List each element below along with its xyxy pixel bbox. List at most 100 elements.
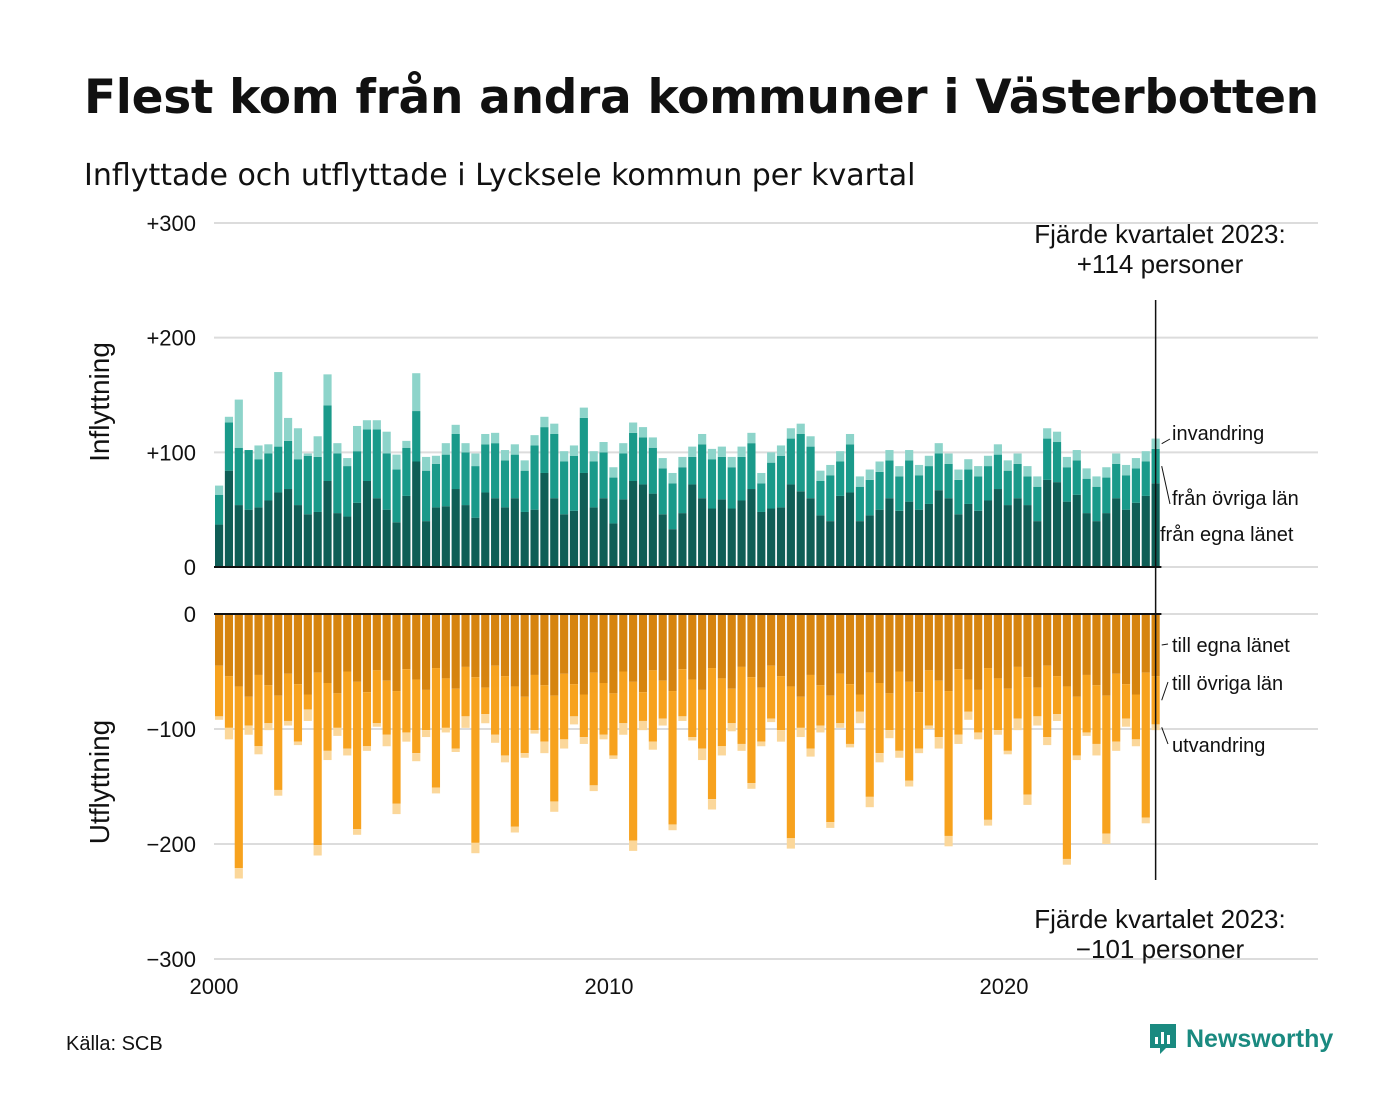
bar-out-emig [372, 723, 381, 727]
bar-out-own [905, 614, 914, 682]
bar-out-own [964, 614, 973, 680]
bar-in-other [244, 450, 253, 510]
axes [214, 300, 1171, 880]
bar-in-other [274, 446, 283, 493]
bar-in-other [964, 469, 973, 504]
bar-in-immig [954, 469, 963, 480]
bar-in-own [530, 509, 539, 567]
bar-out-emig [924, 725, 933, 729]
bar-in-immig [836, 451, 845, 462]
bar-out-emig [1003, 750, 1012, 755]
bar-out-own [974, 614, 983, 690]
bar-out-own [274, 614, 283, 696]
bar-in-other [284, 440, 293, 490]
bar-in-other [471, 466, 480, 518]
bar-out-own [244, 614, 253, 697]
bar-out-other [875, 683, 884, 754]
bar-in-immig [816, 470, 825, 481]
bar-out-other [964, 679, 973, 712]
bar-out-emig [875, 753, 884, 763]
bar-out-own [491, 614, 500, 666]
bar-out-own [589, 614, 598, 673]
bar-out-own [1102, 614, 1111, 696]
bar-out-emig [461, 716, 470, 728]
bar-in-immig [1072, 450, 1081, 461]
bar-out-other [609, 693, 618, 756]
bar-in-own [767, 508, 776, 567]
annotation-top-line2: +114 personer [1077, 249, 1244, 279]
bar-in-immig [727, 456, 736, 468]
bar-in-own [560, 514, 569, 567]
bar-out-own [698, 614, 707, 690]
bar-out-other [362, 692, 372, 747]
bar-in-other [589, 461, 598, 508]
ytick-label-top: +100 [146, 440, 196, 465]
bar-in-own [1102, 513, 1111, 567]
bar-in-own [412, 461, 421, 567]
brand-name: Newsworthy [1186, 1024, 1334, 1053]
bar-in-immig [1062, 456, 1071, 468]
bar-out-other [776, 676, 786, 731]
bar-in-own [914, 509, 924, 567]
bar-in-other [993, 454, 1002, 490]
bar-in-own [441, 506, 450, 567]
bar-in-other [905, 460, 914, 502]
bar-in-immig [895, 466, 904, 477]
bar-out-own [550, 614, 559, 696]
bar-in-other [885, 460, 894, 499]
bar-in-other [855, 486, 864, 522]
bar-in-other [816, 481, 825, 516]
bar-in-other [333, 453, 342, 514]
bar-out-own [441, 614, 450, 679]
bar-out-own [786, 614, 795, 687]
bar-in-immig [826, 464, 835, 476]
bar-out-own [668, 614, 677, 692]
bar-in-own [1072, 494, 1081, 567]
ytick-label-bottom: −200 [146, 832, 196, 857]
bar-in-immig [698, 433, 707, 445]
bar-out-emig [983, 819, 993, 826]
bar-out-emig [234, 868, 243, 879]
bar-out-other [313, 672, 322, 846]
bar-out-emig [589, 785, 598, 792]
bar-in-own [757, 511, 766, 567]
bar-out-emig [313, 845, 322, 856]
bar-out-emig [1033, 716, 1042, 726]
bar-in-other [293, 459, 303, 506]
bar-out-other [1121, 684, 1131, 719]
bar-out-own [688, 614, 697, 680]
bar-out-own [392, 614, 401, 692]
bar-in-immig [678, 456, 687, 468]
outflow-bars [215, 614, 1160, 879]
bar-out-own [540, 614, 549, 686]
bar-out-other [895, 671, 904, 751]
bar-in-immig [293, 428, 303, 460]
bar-out-own [481, 614, 490, 688]
bar-in-own [983, 500, 993, 567]
bar-out-own [560, 614, 569, 674]
bar-in-other [1003, 470, 1012, 506]
bar-out-own [845, 614, 855, 685]
bar-in-immig [560, 451, 569, 462]
bar-in-immig [284, 417, 293, 441]
bar-out-own [875, 614, 884, 683]
bar-in-other [619, 453, 628, 500]
bar-out-own [215, 614, 224, 666]
bar-in-other [530, 445, 539, 510]
bar-in-own [1013, 498, 1022, 567]
bar-in-other [747, 443, 756, 490]
bar-out-emig [244, 725, 253, 735]
bar-in-immig [540, 416, 549, 428]
bar-out-other [293, 684, 303, 742]
bar-in-own [885, 498, 894, 567]
bar-out-own [836, 614, 845, 674]
bar-in-own [934, 490, 943, 567]
bar-out-emig [1092, 743, 1101, 756]
bar-out-other [1112, 673, 1121, 742]
bar-out-emig [629, 840, 638, 851]
bar-out-other [688, 679, 697, 738]
bar-out-emig [786, 838, 795, 849]
bar-out-emig [353, 829, 362, 835]
bar-out-emig [707, 799, 717, 810]
bar-in-own [481, 492, 490, 567]
